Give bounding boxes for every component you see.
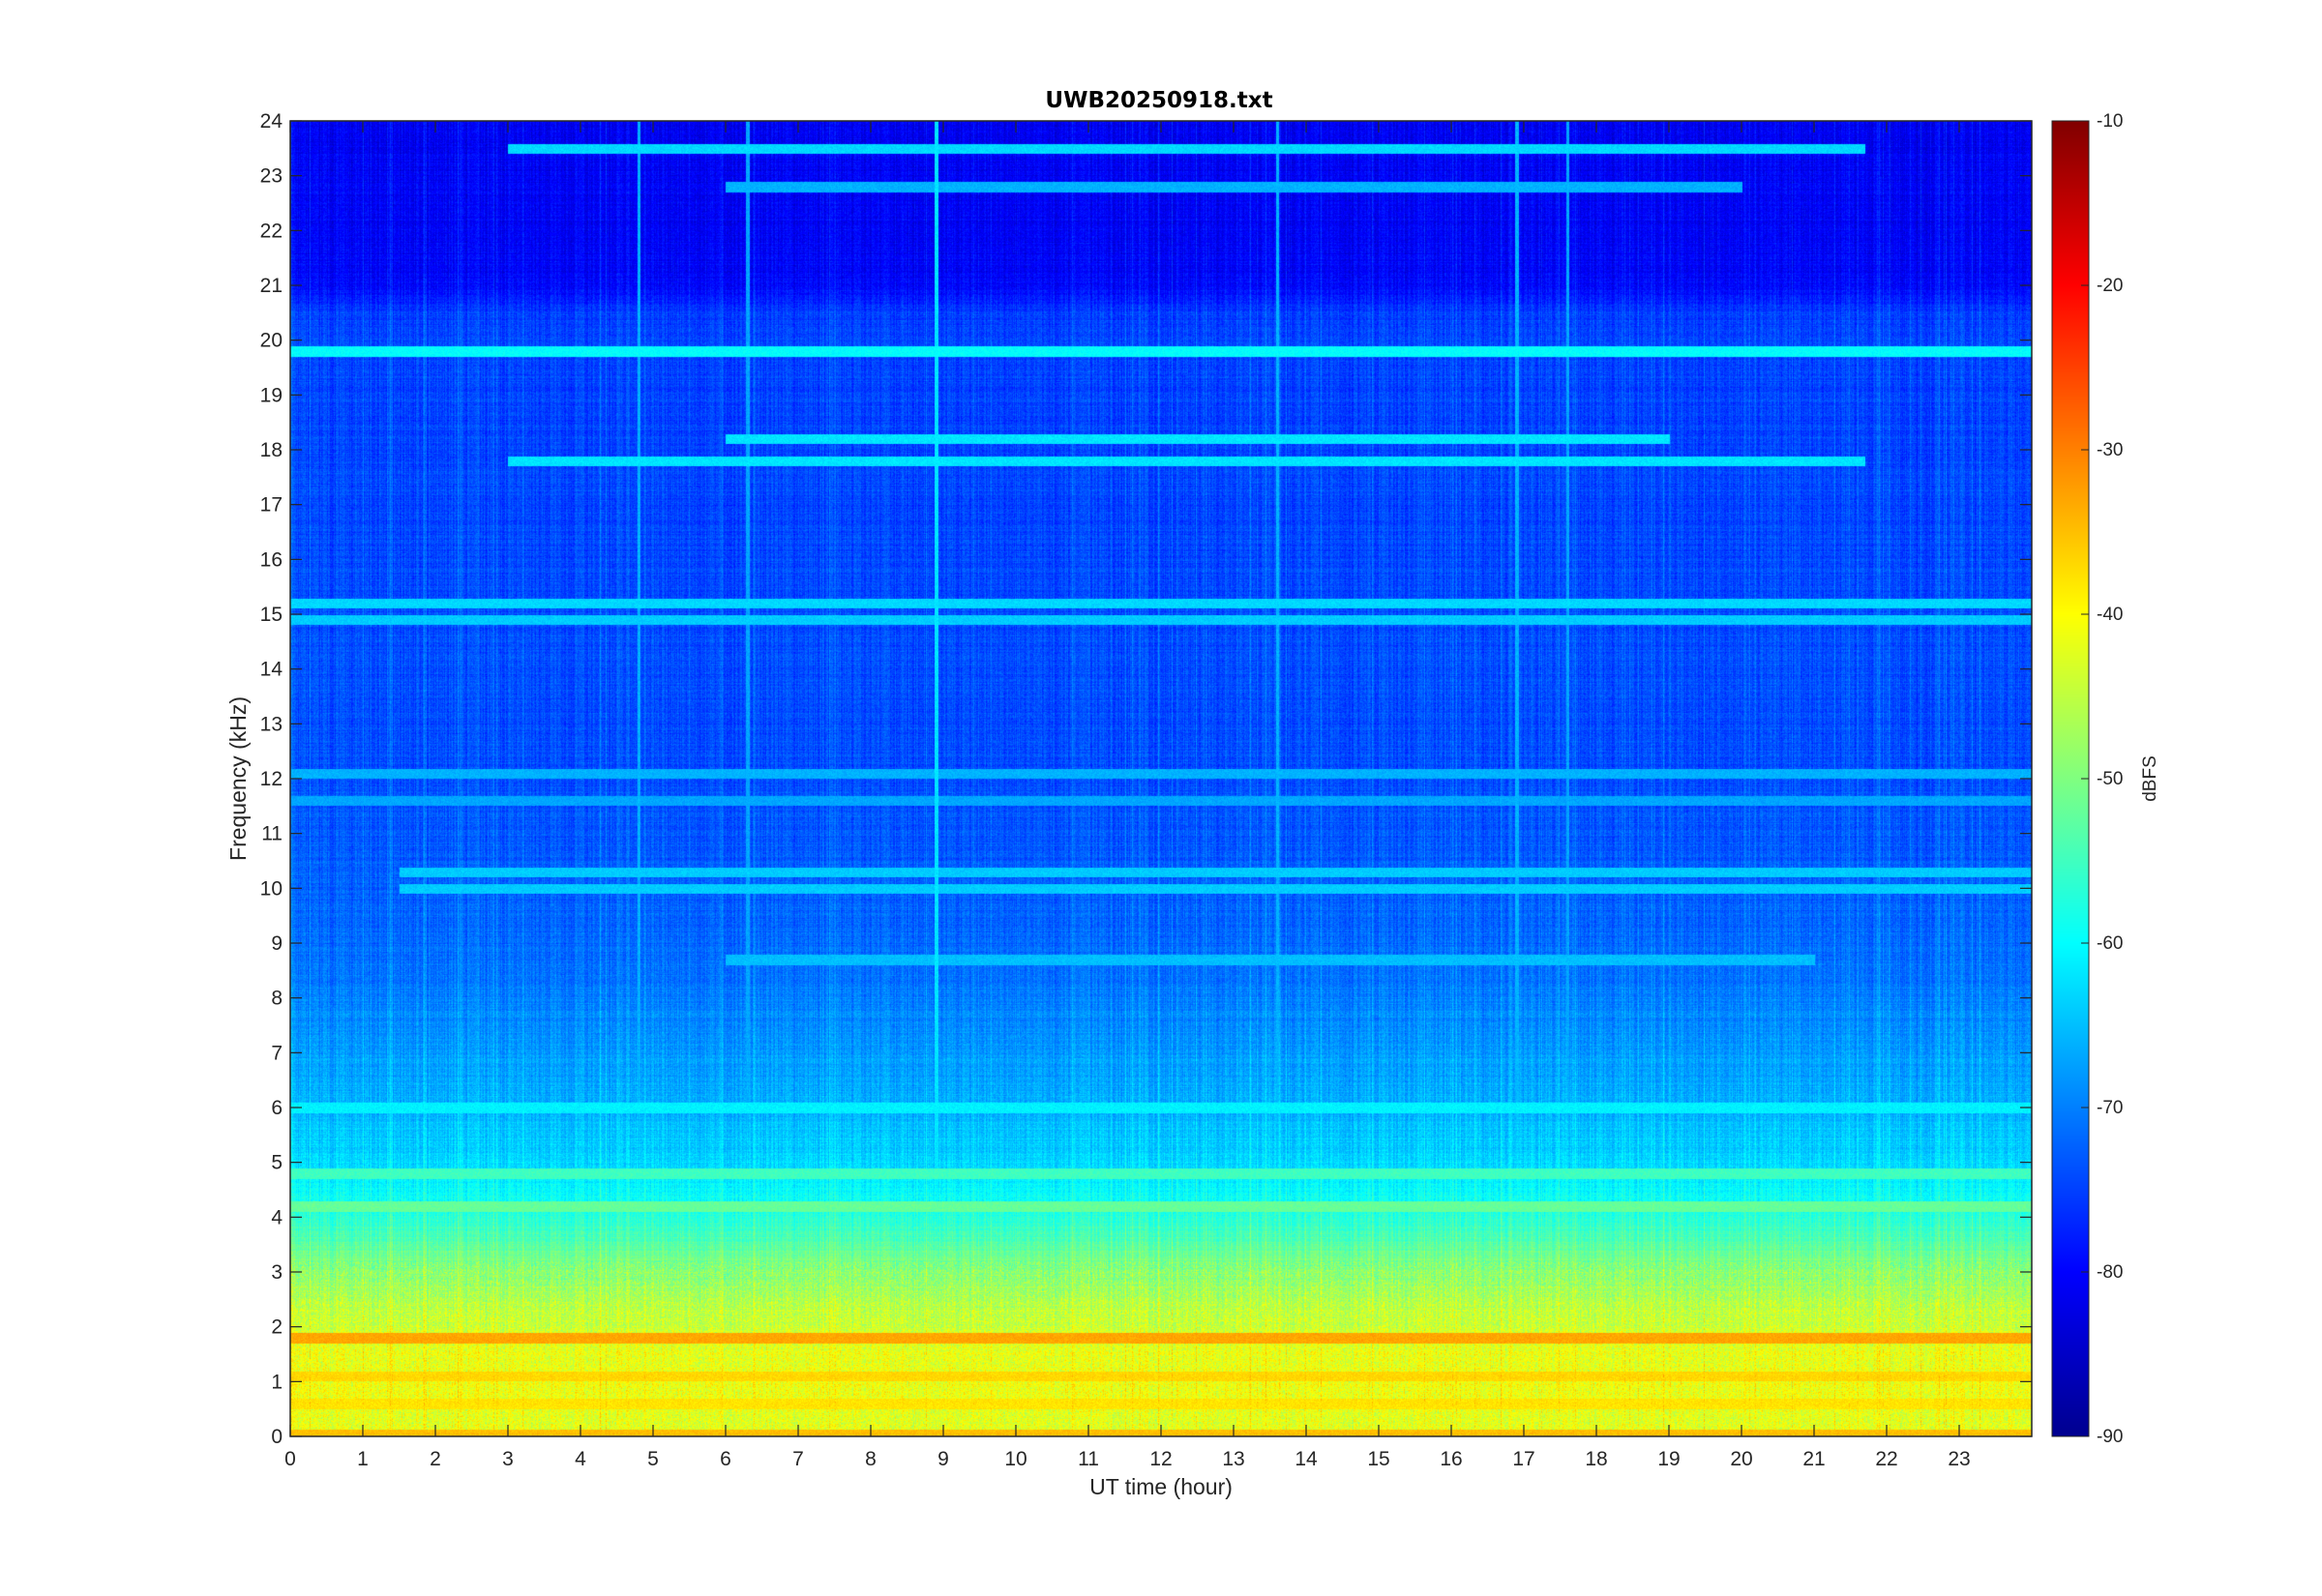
- y-tick-label: 4: [271, 1206, 283, 1228]
- x-tick-label: 6: [720, 1448, 731, 1470]
- y-tick-label: 18: [260, 439, 283, 461]
- x-axis-label: UT time (hour): [1089, 1474, 1233, 1499]
- colorbar-tick-label: -20: [2097, 276, 2123, 296]
- y-tick-label: 14: [260, 659, 283, 681]
- x-tick-label: 23: [1948, 1448, 1970, 1470]
- x-tick-label: 11: [1078, 1448, 1099, 1470]
- x-tick-label: 15: [1367, 1448, 1389, 1470]
- x-tick-label: 16: [1440, 1448, 1462, 1470]
- spectrogram-heatmap: [290, 121, 2032, 1436]
- y-tick-label: 19: [260, 384, 283, 406]
- y-tick-label: 24: [260, 110, 283, 133]
- y-tick-label: 8: [271, 988, 283, 1010]
- x-tick-label: 22: [1875, 1448, 1897, 1470]
- x-tick-label: 3: [502, 1448, 514, 1470]
- y-tick-label: 3: [271, 1261, 283, 1284]
- x-tick-label: 12: [1149, 1448, 1172, 1470]
- x-tick-label: 14: [1295, 1448, 1318, 1470]
- y-tick-label: 17: [260, 494, 283, 517]
- colorbar-ticks: -90 -80 -70 -60 -50 -40 -30 -20 -10: [2081, 111, 2123, 1447]
- y-tick-label: 16: [260, 548, 283, 571]
- y-tick-label: 1: [271, 1371, 283, 1393]
- y-tick-label: 12: [260, 768, 283, 790]
- x-tick-label: 4: [575, 1448, 586, 1470]
- y-tick-label: 11: [261, 823, 283, 845]
- y-tick-label: 6: [271, 1097, 283, 1119]
- x-tick-label: 2: [430, 1448, 441, 1470]
- y-tick-label: 20: [260, 330, 283, 352]
- x-tick-label: 17: [1512, 1448, 1534, 1470]
- x-tick-label: 18: [1585, 1448, 1607, 1470]
- y-tick-label: 2: [271, 1316, 283, 1339]
- x-axis: 0 1 2 3 4 5 6 7 8 9 10 11 12 13 14 15 16 17 18 19 20 21 22 23: [284, 121, 1971, 1470]
- x-tick-label: 20: [1730, 1448, 1752, 1470]
- x-tick-label: 8: [865, 1448, 877, 1470]
- y-tick-label: 9: [271, 932, 283, 955]
- y-tick-label: 22: [260, 220, 283, 242]
- colorbar-tick-label: -50: [2097, 769, 2123, 789]
- colorbar-tick-label: -30: [2097, 440, 2123, 460]
- x-tick-label: 9: [938, 1448, 949, 1470]
- colorbar-tick-label: -40: [2097, 605, 2123, 625]
- x-tick-label: 0: [284, 1448, 296, 1470]
- colorbar-tick-label: -70: [2097, 1098, 2123, 1118]
- x-tick-label: 10: [1004, 1448, 1027, 1470]
- y-tick-label: 21: [260, 275, 283, 297]
- y-tick-label: 10: [260, 877, 283, 900]
- colorbar-tick-label: -80: [2097, 1262, 2123, 1283]
- y-tick-label: 5: [271, 1152, 283, 1174]
- y-tick-label: 0: [271, 1426, 283, 1448]
- x-tick-label: 5: [647, 1448, 659, 1470]
- x-tick-label: 13: [1222, 1448, 1244, 1470]
- plot-area: [289, 120, 2033, 1437]
- x-tick-label: 21: [1802, 1448, 1825, 1470]
- x-tick-label: 7: [792, 1448, 804, 1470]
- x-tick-label: 19: [1657, 1448, 1680, 1470]
- y-tick-label: 7: [271, 1042, 283, 1064]
- y-tick-label: 23: [260, 165, 283, 188]
- colorbar-tick-label: -90: [2097, 1427, 2123, 1447]
- colorbar-tick-label: -10: [2097, 111, 2123, 132]
- colorbar: -90 -80 -70 -60 -50 -40 -30 -20 -10 dBFS: [2051, 111, 2160, 1447]
- y-axis-label: Frequency (kHz): [225, 696, 251, 861]
- chart-title: UWB20250918.txt: [1045, 88, 1272, 113]
- y-tick-label: 15: [260, 604, 283, 626]
- x-tick-label: 1: [357, 1448, 369, 1470]
- colorbar-tick-label: -60: [2097, 933, 2123, 954]
- y-tick-label: 13: [260, 713, 283, 735]
- colorbar-label: dBFS: [2140, 755, 2160, 802]
